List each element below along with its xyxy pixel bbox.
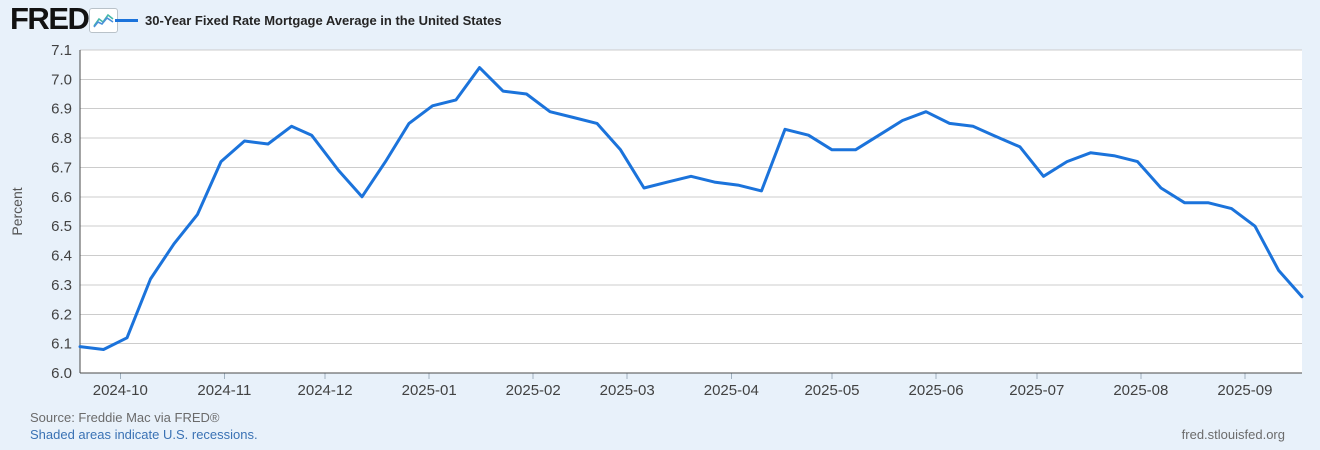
svg-text:2025-08: 2025-08 bbox=[1113, 382, 1168, 399]
svg-text:6.3: 6.3 bbox=[51, 277, 72, 294]
svg-text:7.1: 7.1 bbox=[51, 42, 72, 59]
series-color-swatch bbox=[115, 19, 138, 22]
series-title: 30-Year Fixed Rate Mortgage Average in t… bbox=[145, 13, 502, 28]
svg-text:2025-04: 2025-04 bbox=[704, 382, 759, 399]
svg-text:2024-10: 2024-10 bbox=[93, 382, 148, 399]
svg-text:2025-09: 2025-09 bbox=[1217, 382, 1272, 399]
fred-site-link[interactable]: fred.stlouisfed.org bbox=[1181, 427, 1285, 442]
svg-text:2025-07: 2025-07 bbox=[1009, 382, 1064, 399]
svg-text:2025-05: 2025-05 bbox=[804, 382, 859, 399]
svg-text:2024-12: 2024-12 bbox=[298, 382, 353, 399]
svg-text:7.0: 7.0 bbox=[51, 71, 72, 88]
fred-sparkline-icon bbox=[89, 8, 118, 33]
svg-text:6.2: 6.2 bbox=[51, 306, 72, 323]
svg-text:2025-02: 2025-02 bbox=[506, 382, 561, 399]
svg-text:2024-11: 2024-11 bbox=[197, 382, 251, 399]
svg-text:6.9: 6.9 bbox=[51, 101, 72, 118]
svg-text:6.5: 6.5 bbox=[51, 218, 72, 235]
svg-text:6.0: 6.0 bbox=[51, 365, 72, 382]
source-text: Source: Freddie Mac via FRED® bbox=[30, 410, 220, 425]
fred-logo[interactable]: FRED® bbox=[10, 1, 95, 43]
svg-text:2025-06: 2025-06 bbox=[909, 382, 964, 399]
svg-text:6.8: 6.8 bbox=[51, 130, 72, 147]
fred-logo-text: FRED bbox=[10, 1, 90, 36]
recessions-link[interactable]: Shaded areas indicate U.S. recessions. bbox=[30, 427, 258, 442]
svg-text:2025-01: 2025-01 bbox=[402, 382, 457, 399]
svg-text:2025-03: 2025-03 bbox=[600, 382, 655, 399]
mortgage-rate-line-series bbox=[78, 66, 1304, 351]
svg-text:6.1: 6.1 bbox=[51, 336, 72, 353]
series-legend: 30-Year Fixed Rate Mortgage Average in t… bbox=[115, 13, 502, 28]
svg-text:6.4: 6.4 bbox=[51, 248, 72, 265]
svg-text:6.7: 6.7 bbox=[51, 159, 72, 176]
svg-text:Percent: Percent bbox=[9, 187, 25, 235]
svg-text:6.6: 6.6 bbox=[51, 189, 72, 206]
